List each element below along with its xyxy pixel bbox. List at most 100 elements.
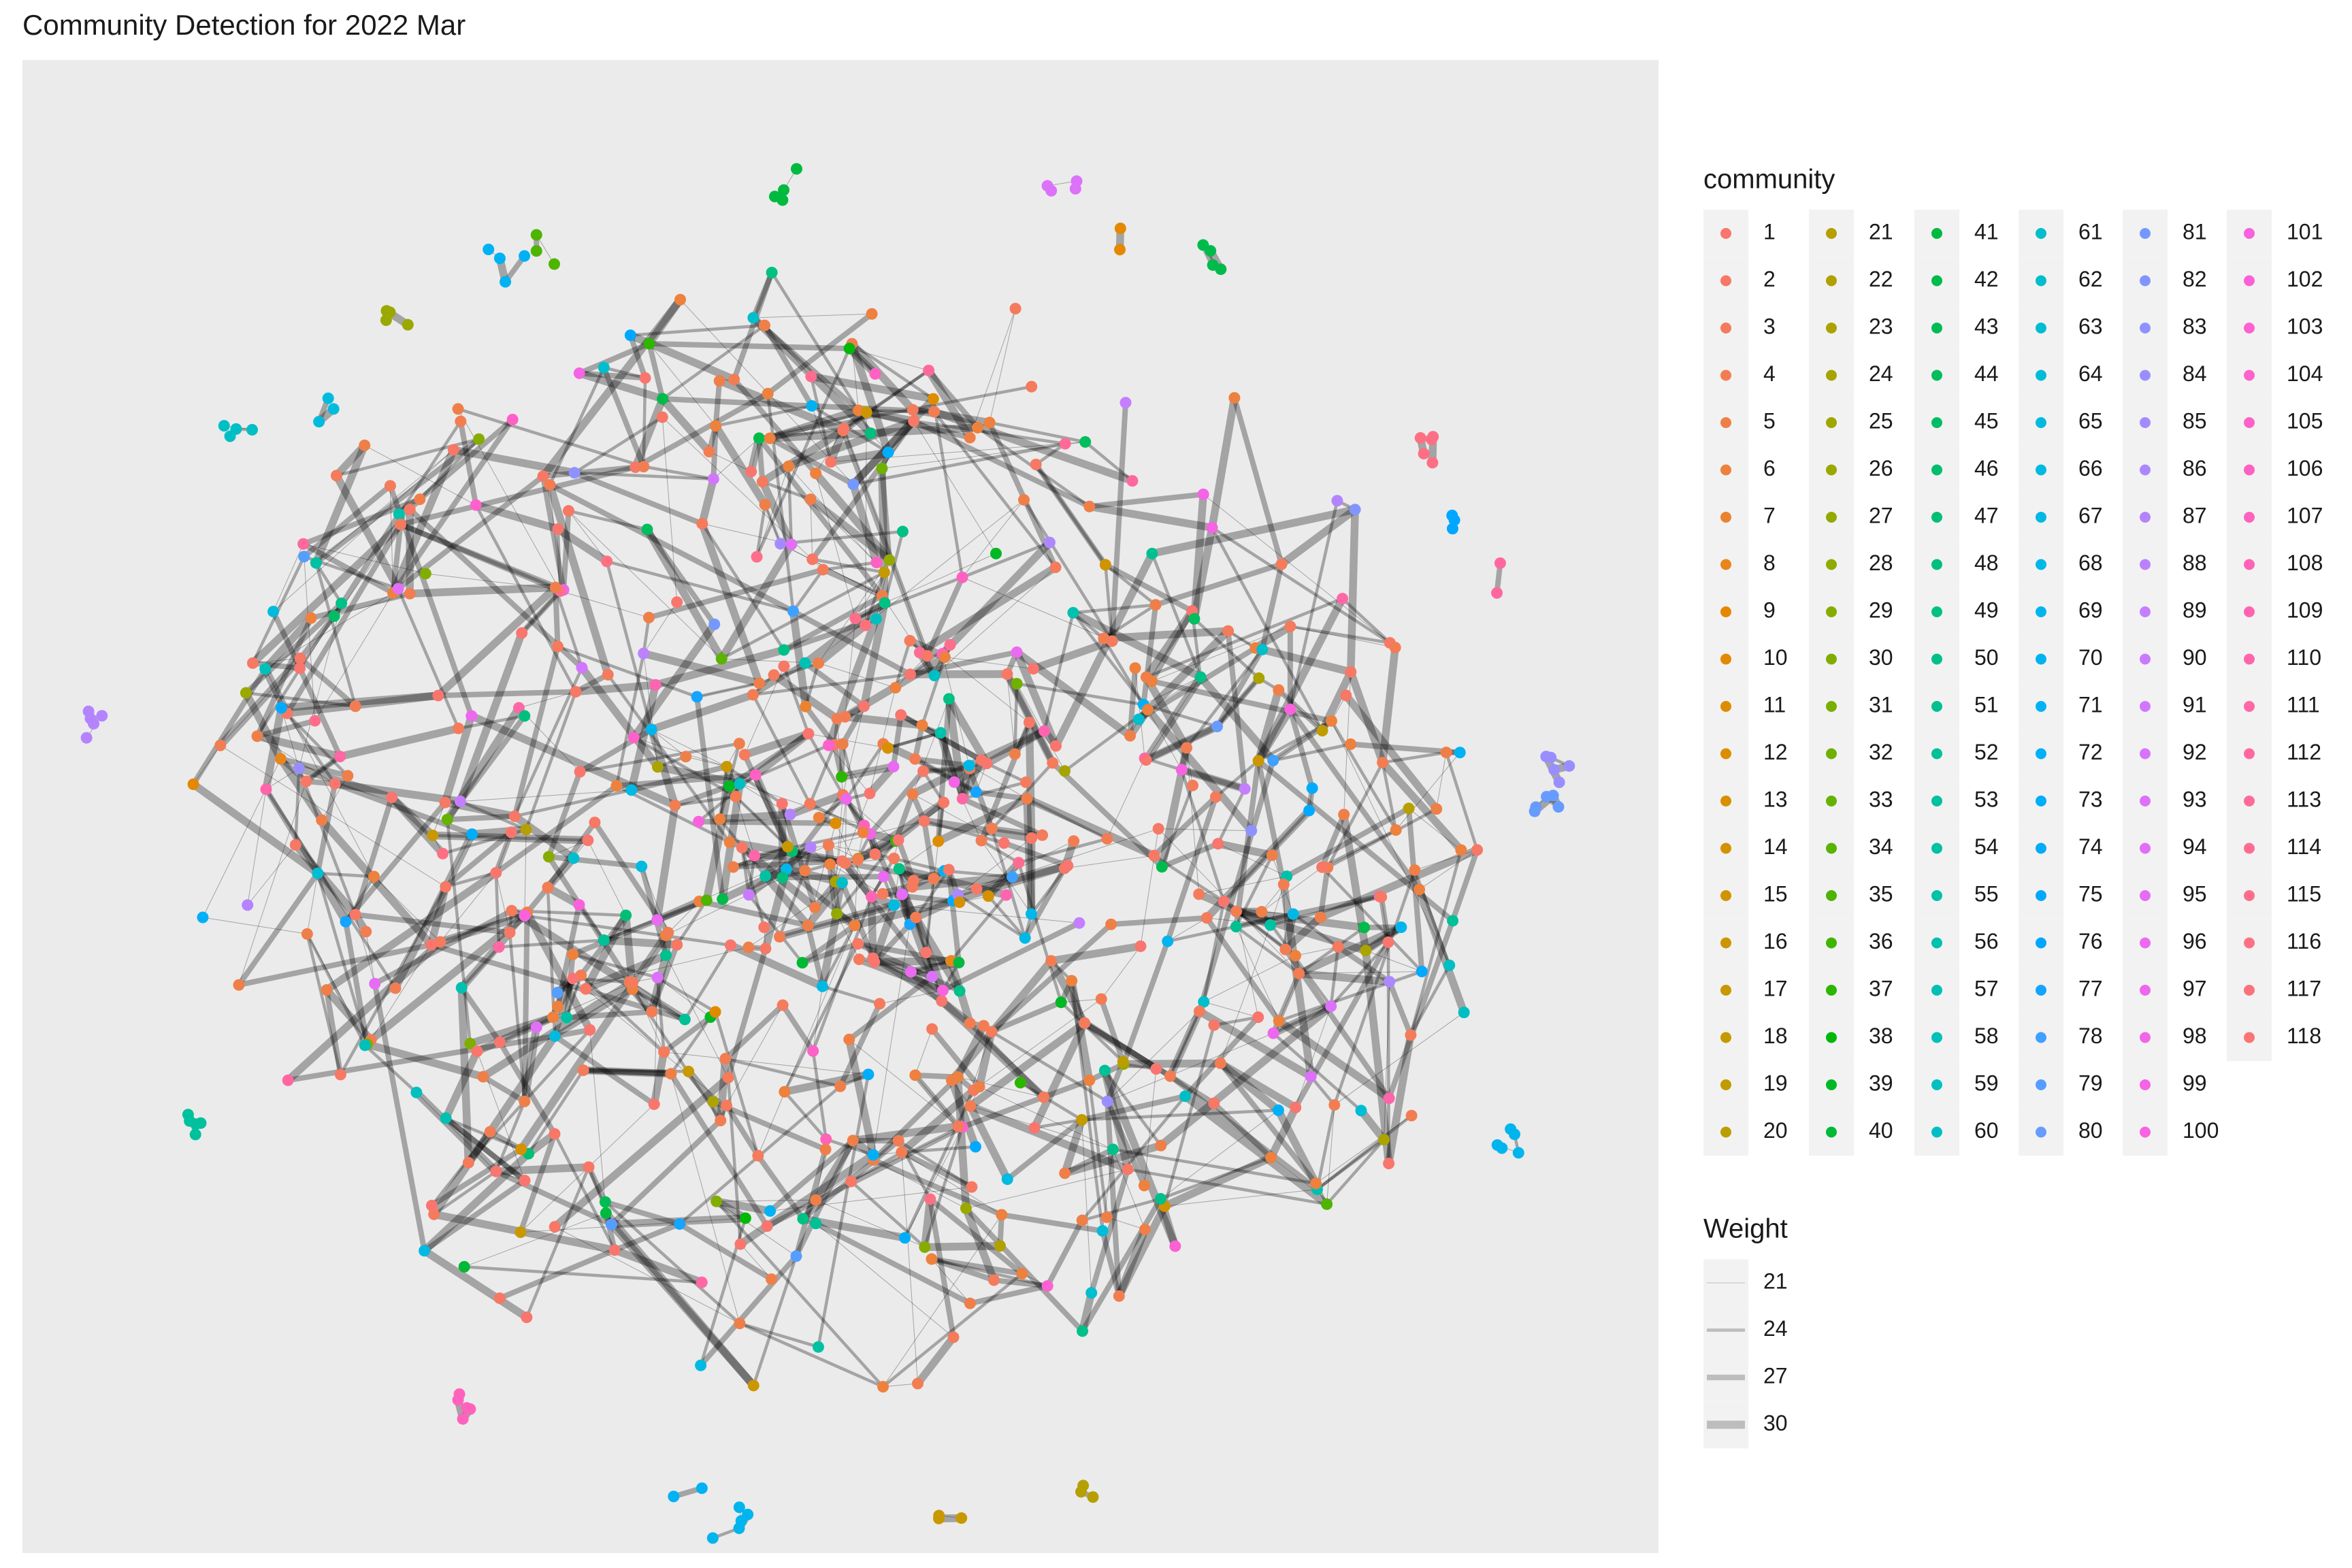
edge: [917, 564, 1058, 656]
edge: [363, 1044, 418, 1094]
edge: [1277, 687, 1324, 733]
node: [777, 999, 789, 1011]
node: [574, 766, 586, 778]
node: [888, 899, 900, 911]
node: [964, 1017, 976, 1029]
edge: [1127, 1167, 1327, 1206]
edge: [220, 745, 446, 887]
legend-dot: [2140, 464, 2151, 476]
edge: [305, 755, 341, 783]
node: [1239, 783, 1251, 795]
edge: [583, 1066, 672, 1078]
edge: [864, 572, 886, 626]
legend-label: 6: [1763, 456, 1776, 480]
edge: [887, 731, 941, 750]
node: [1018, 493, 1030, 506]
edge: [1051, 761, 1164, 869]
edge: [1254, 596, 1346, 763]
node: [1126, 475, 1139, 487]
node: [1256, 906, 1268, 918]
node: [1284, 703, 1296, 715]
edge: [1140, 828, 1159, 947]
edge: [643, 653, 658, 767]
legend-dot: [2036, 748, 2046, 760]
edge: [427, 885, 450, 946]
node: [948, 776, 960, 788]
node: [455, 981, 468, 994]
edge: [301, 541, 395, 595]
edge: [815, 1223, 954, 1338]
node: [919, 1241, 931, 1253]
node: [197, 911, 209, 924]
edge: [865, 500, 1024, 626]
edge: [601, 366, 647, 468]
edge: [654, 646, 785, 689]
node: [547, 1011, 559, 1024]
edge: [566, 975, 582, 1018]
edge: [297, 764, 393, 802]
node: [969, 1141, 981, 1153]
edge: [936, 802, 945, 842]
node: [745, 466, 757, 478]
edge: [1145, 676, 1201, 760]
node: [359, 1039, 371, 1051]
node: [830, 817, 842, 830]
node: [638, 647, 650, 659]
node: [966, 1181, 978, 1193]
node: [892, 1134, 904, 1147]
node: [994, 1240, 1006, 1252]
node: [380, 305, 393, 317]
legend-label: 100: [2183, 1118, 2219, 1143]
legend-dot: [1720, 417, 1731, 428]
edge: [422, 1247, 529, 1321]
edge: [884, 553, 996, 604]
edge: [1436, 752, 1447, 809]
legend-key: [1703, 1354, 1748, 1401]
node: [504, 926, 516, 938]
edge: [1112, 1149, 1145, 1230]
legend-label: 27: [1763, 1363, 1788, 1388]
node: [810, 1218, 822, 1230]
node: [439, 796, 451, 808]
node: [1416, 966, 1428, 978]
legend-label: 90: [2183, 645, 2207, 670]
edge: [803, 661, 866, 708]
edge: [280, 756, 348, 779]
legend-label: 12: [1763, 740, 1788, 764]
edge: [845, 742, 885, 800]
legend-dot: [2244, 843, 2255, 854]
node: [909, 753, 921, 765]
legend-dot: [2036, 512, 2046, 523]
node: [1096, 1225, 1109, 1237]
node: [904, 668, 917, 681]
legend-label: 88: [2183, 551, 2207, 575]
node: [952, 1120, 964, 1132]
legend-dot: [2140, 1032, 2151, 1043]
edge: [942, 653, 1030, 723]
edge: [583, 1067, 672, 1077]
edge: [830, 864, 838, 914]
edge: [494, 783, 619, 875]
edge: [713, 380, 723, 427]
node: [477, 1071, 489, 1083]
node: [943, 693, 955, 705]
legend-label: 46: [1974, 456, 1999, 480]
node: [519, 1095, 531, 1107]
edge: [519, 691, 576, 708]
node: [473, 433, 485, 445]
edge: [842, 860, 875, 900]
edge: [299, 509, 410, 669]
legend-label: 8: [1763, 551, 1776, 575]
edge: [893, 793, 915, 843]
edge: [1141, 604, 1159, 705]
node: [493, 1292, 506, 1305]
node: [552, 640, 564, 653]
node: [1098, 1064, 1111, 1077]
node: [938, 651, 951, 664]
legend-dot: [1720, 606, 1731, 617]
edge: [440, 872, 497, 943]
node: [936, 995, 948, 1007]
legend-dot: [2036, 228, 2046, 239]
edge: [521, 589, 562, 634]
edge: [1043, 612, 1075, 732]
